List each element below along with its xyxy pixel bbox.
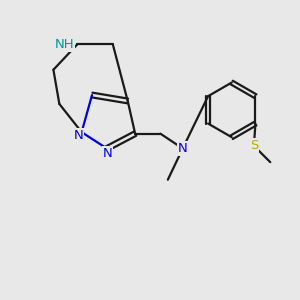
Text: S: S <box>250 139 258 152</box>
Text: N: N <box>74 129 83 142</box>
Text: N: N <box>178 142 188 155</box>
Text: N: N <box>103 147 112 161</box>
Text: NH: NH <box>55 38 74 51</box>
